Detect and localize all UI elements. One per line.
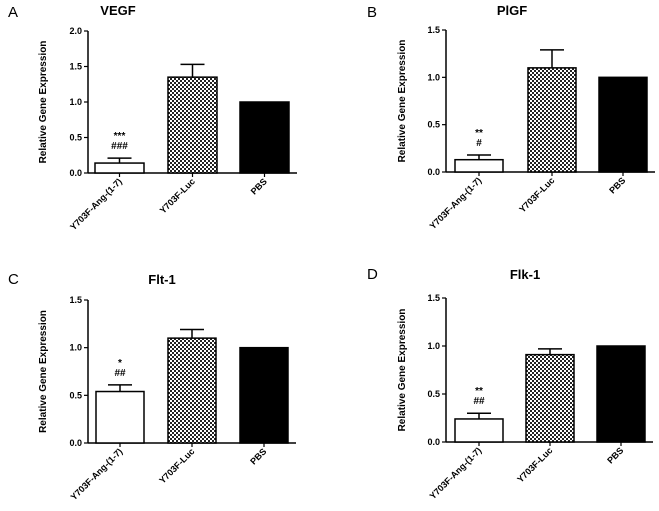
significance-stars: *** — [114, 131, 126, 142]
bar-Y703F-Luc — [527, 67, 577, 173]
bar-Y703F-Luc — [167, 337, 217, 444]
y-tick-label: 1.5 — [427, 25, 440, 35]
significance-stars: ** — [475, 128, 483, 139]
category-label: PBS — [248, 446, 268, 466]
category-label: Y703F-Luc — [158, 176, 197, 215]
y-tick-label: 0.5 — [427, 120, 440, 130]
y-tick-label: 0.0 — [69, 168, 82, 178]
panel-letter: B — [367, 4, 377, 21]
significance-hashes: # — [476, 138, 482, 149]
y-tick-label: 1.0 — [69, 343, 82, 353]
chart-panel-A: A VEGF Relative Gene Expression 0.0 0.5 1.0 1.… — [8, 3, 297, 232]
y-tick-label: 0.0 — [427, 167, 440, 177]
chart-title: PlGF — [497, 3, 527, 18]
y-tick-label: 0.5 — [69, 390, 82, 400]
y-axis-label: Relative Gene Expression — [38, 41, 49, 164]
category-label: PBS — [605, 445, 625, 465]
significance-stars: * — [118, 358, 122, 369]
panel-letter: C — [8, 271, 19, 288]
category-label: PBS — [607, 175, 627, 195]
chart-title: Flt-1 — [148, 272, 175, 287]
y-tick-label: 1.5 — [69, 295, 82, 305]
y-axis-label: Relative Gene Expression — [38, 310, 49, 433]
category-label: Y703F-Ang-(1-7) — [428, 445, 484, 501]
y-axis-label: Relative Gene Expression — [397, 40, 408, 163]
bar-PBS — [598, 76, 648, 173]
y-tick-label: 1.0 — [427, 72, 440, 82]
bar-Y703F-Luc — [167, 76, 218, 174]
category-label: Y703F-Ang-(1-7) — [428, 175, 484, 231]
y-tick-label: 0.5 — [427, 389, 440, 399]
category-label: Y703F-Luc — [515, 445, 554, 484]
y-tick-label: 1.0 — [427, 341, 440, 351]
chart-panel-B: B PlGF Relative Gene Expression 0.0 0.5 1.0 1.… — [367, 3, 655, 231]
significance-hashes: ## — [473, 396, 485, 407]
y-tick-label: 0.0 — [69, 438, 82, 448]
category-label: Y703F-Luc — [517, 175, 556, 214]
y-axis-label: Relative Gene Expression — [397, 309, 408, 432]
category-label: Y703F-Ang-(1-7) — [69, 446, 125, 502]
significance-stars: ** — [475, 386, 483, 397]
significance-hashes: ## — [114, 368, 126, 379]
chart-panel-C: C Flt-1 Relative Gene Expression 0.0 0.5 1.0 1… — [8, 271, 296, 502]
chart-title: VEGF — [100, 3, 135, 18]
chart-panel-D: D Flk-1 Relative Gene Expression 0.0 0.5 1.0 1… — [367, 266, 653, 501]
y-tick-label: 0.0 — [427, 437, 440, 447]
category-label: PBS — [249, 176, 269, 196]
bar-Y703F-Ang-(1-7) — [94, 162, 145, 174]
category-label: Y703F-Luc — [157, 446, 196, 485]
y-tick-label: 1.5 — [69, 62, 82, 72]
panel-letter: D — [367, 266, 378, 283]
bar-Y703F-Ang-(1-7) — [454, 418, 504, 443]
bar-Y703F-Ang-(1-7) — [95, 390, 145, 444]
y-tick-label: 2.0 — [69, 26, 82, 36]
significance-hashes: ### — [111, 141, 128, 152]
bar-Y703F-Ang-(1-7) — [454, 158, 504, 173]
bar-PBS — [596, 345, 646, 443]
y-tick-label: 1.5 — [427, 293, 440, 303]
category-label: Y703F-Ang-(1-7) — [68, 176, 124, 232]
y-tick-label: 1.0 — [69, 97, 82, 107]
y-tick-label: 0.5 — [69, 133, 82, 143]
bar-PBS — [239, 346, 289, 444]
bar-Y703F-Luc — [525, 353, 575, 443]
chart-title: Flk-1 — [510, 267, 540, 282]
panel-letter: A — [8, 4, 18, 21]
bar-PBS — [239, 101, 290, 174]
